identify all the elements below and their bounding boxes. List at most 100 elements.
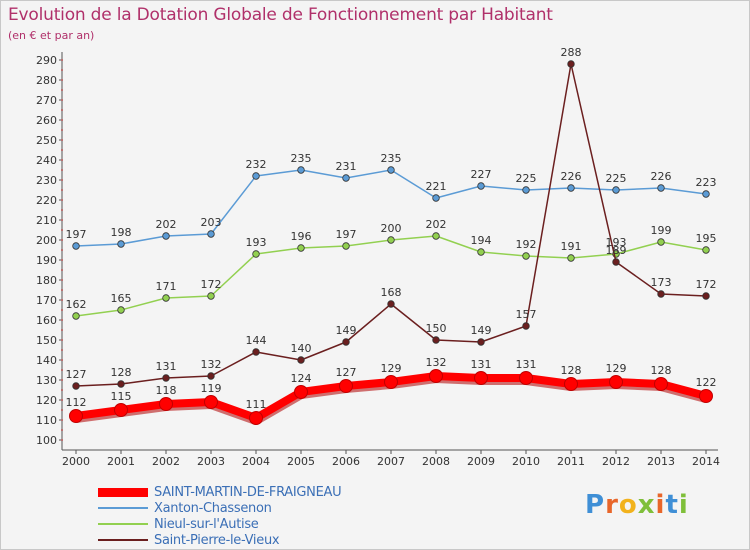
- data-point: [342, 338, 350, 346]
- data-label: 203: [201, 216, 222, 229]
- x-tick-label: 2001: [107, 455, 135, 468]
- data-label: 131: [471, 358, 492, 371]
- line-chart: 100 110 120 130 140 150 160 170 180 190 200 210 220 2…: [36, 46, 720, 468]
- data-point: [207, 372, 215, 380]
- data-label: 235: [291, 152, 312, 165]
- y-tick-label: 120: [36, 394, 57, 407]
- legend-swatch: [98, 507, 148, 509]
- y-tick-label: 180: [36, 274, 57, 287]
- y-tick-label: 230: [36, 174, 57, 187]
- x-tick-label: 2011: [557, 455, 585, 468]
- data-label: 235: [381, 152, 402, 165]
- data-point: [564, 377, 578, 391]
- data-point: [297, 356, 305, 364]
- legend-swatch: [98, 539, 148, 541]
- y-tick-label: 270: [36, 94, 57, 107]
- data-point: [429, 369, 443, 383]
- data-label: 112: [66, 396, 87, 409]
- data-point: [249, 411, 263, 425]
- legend-item: Xanton-Chassenon: [98, 500, 341, 516]
- y-tick-label: 160: [36, 314, 57, 327]
- data-label: 149: [471, 324, 492, 337]
- data-point: [477, 248, 485, 256]
- data-label: 172: [696, 278, 717, 291]
- legend-item: SAINT-MARTIN-DE-FRAIGNEAU: [98, 484, 342, 500]
- data-label: 223: [696, 176, 717, 189]
- data-label: 198: [111, 226, 132, 239]
- x-tick-label: 2008: [422, 455, 450, 468]
- logo-letter: i: [678, 490, 689, 520]
- data-point: [207, 230, 215, 238]
- logo-letter: i: [655, 490, 666, 520]
- legend-swatch: [98, 523, 148, 525]
- data-label: 171: [156, 280, 177, 293]
- logo-letter: t: [665, 490, 679, 520]
- x-tick-label: 2004: [242, 455, 270, 468]
- data-point: [522, 252, 530, 260]
- data-label: 197: [66, 228, 87, 241]
- data-label: 192: [516, 238, 537, 251]
- y-tick-label: 220: [36, 194, 57, 207]
- y-tick-label: 200: [36, 234, 57, 247]
- data-label: 225: [606, 172, 627, 185]
- logo-letter: o: [618, 490, 638, 520]
- data-point: [117, 240, 125, 248]
- data-label: 231: [336, 160, 357, 173]
- chart-axes: 100 110 120 130 140 150 160 170 180 190 200 210 220 2…: [36, 52, 720, 468]
- data-label: 132: [426, 356, 447, 369]
- data-point: [522, 322, 530, 330]
- logo-letter: P: [585, 490, 606, 520]
- data-label: 196: [291, 230, 312, 243]
- data-label: 132: [201, 358, 222, 371]
- proxiti-logo: Proxiti: [585, 490, 689, 520]
- data-label: 118: [156, 384, 177, 397]
- data-label: 128: [651, 364, 672, 377]
- x-tick-label: 2009: [467, 455, 495, 468]
- data-point: [519, 371, 533, 385]
- legend-item: Nieul-sur-l'Autise: [98, 516, 341, 532]
- data-point: [657, 238, 665, 246]
- data-point: [297, 244, 305, 252]
- data-label: 157: [516, 308, 537, 321]
- x-tick-label: 2007: [377, 455, 405, 468]
- series-saint-martin-de-fraigneau: [69, 369, 713, 425]
- legend-label: Saint-Pierre-le-Vieux: [154, 532, 280, 548]
- y-tick-label: 100: [36, 434, 57, 447]
- data-point: [474, 371, 488, 385]
- y-tick-label: 170: [36, 294, 57, 307]
- data-label: 202: [156, 218, 177, 231]
- data-label: 173: [651, 276, 672, 289]
- data-label: 111: [246, 398, 267, 411]
- y-tick-label: 250: [36, 134, 57, 147]
- x-tick-label: 2013: [647, 455, 675, 468]
- x-tick-label: 2005: [287, 455, 315, 468]
- data-point: [612, 186, 620, 194]
- y-tick-label: 210: [36, 214, 57, 227]
- data-point: [297, 166, 305, 174]
- x-tick-label: 2010: [512, 455, 540, 468]
- data-point: [432, 194, 440, 202]
- legend-item: Saint-Pierre-le-Vieux: [98, 532, 341, 548]
- data-point: [117, 380, 125, 388]
- data-label: 168: [381, 286, 402, 299]
- data-label: 189: [606, 244, 627, 257]
- data-point: [612, 258, 620, 266]
- x-tick-label: 2000: [62, 455, 90, 468]
- data-label: 150: [426, 322, 447, 335]
- data-point: [72, 382, 80, 390]
- data-point: [702, 292, 710, 300]
- data-label: 226: [651, 170, 672, 183]
- data-label: 193: [246, 236, 267, 249]
- data-label: 221: [426, 180, 447, 193]
- y-tick-label: 130: [36, 374, 57, 387]
- data-label: 202: [426, 218, 447, 231]
- data-label: 149: [336, 324, 357, 337]
- series-nieul-sur-l-autise: [72, 232, 710, 320]
- data-point: [657, 290, 665, 298]
- data-point: [387, 236, 395, 244]
- data-point: [387, 300, 395, 308]
- y-tick-label: 190: [36, 254, 57, 267]
- data-point: [252, 172, 260, 180]
- y-tick-label: 110: [36, 414, 57, 427]
